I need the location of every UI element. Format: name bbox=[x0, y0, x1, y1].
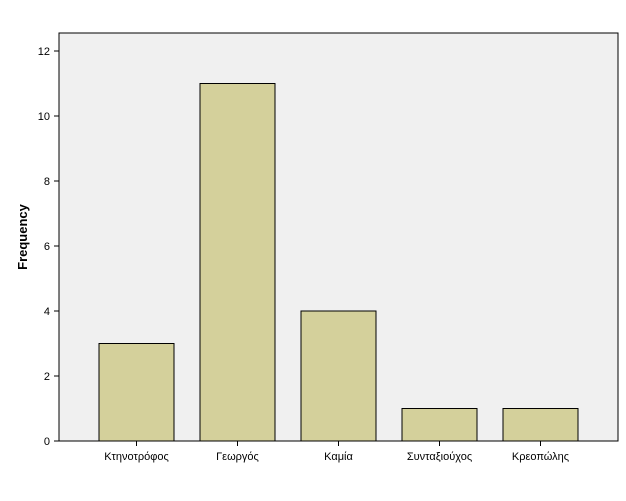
y-axis: 0 2 4 6 8 10 12 bbox=[38, 46, 59, 448]
y-tick-label: 10 bbox=[38, 111, 50, 123]
y-tick-label: 8 bbox=[44, 176, 50, 188]
y-tick-label: 2 bbox=[44, 371, 50, 383]
bar bbox=[401, 408, 478, 442]
bar bbox=[300, 310, 377, 442]
x-axis: Κτηνοτρόφος Γεωργός Καμία Συνταξιούχος Κρεοπ… bbox=[104, 441, 569, 463]
bar bbox=[199, 83, 276, 442]
x-tick-label: Συνταξιούχος bbox=[407, 451, 472, 463]
y-tick-label: 6 bbox=[44, 241, 50, 253]
x-tick-label: Γεωργός bbox=[216, 451, 259, 463]
bar bbox=[502, 408, 579, 442]
bar bbox=[98, 343, 175, 442]
x-tick-label: Κρεοπώλης bbox=[512, 451, 569, 463]
bars bbox=[98, 83, 579, 442]
y-axis-title: Frequency bbox=[15, 203, 30, 270]
y-tick-label: 4 bbox=[44, 306, 50, 318]
y-tick-label: 12 bbox=[38, 46, 50, 58]
x-tick-label: Καμία bbox=[324, 451, 353, 463]
x-tick-label: Κτηνοτρόφος bbox=[104, 451, 169, 463]
y-tick-label: 0 bbox=[44, 436, 50, 448]
